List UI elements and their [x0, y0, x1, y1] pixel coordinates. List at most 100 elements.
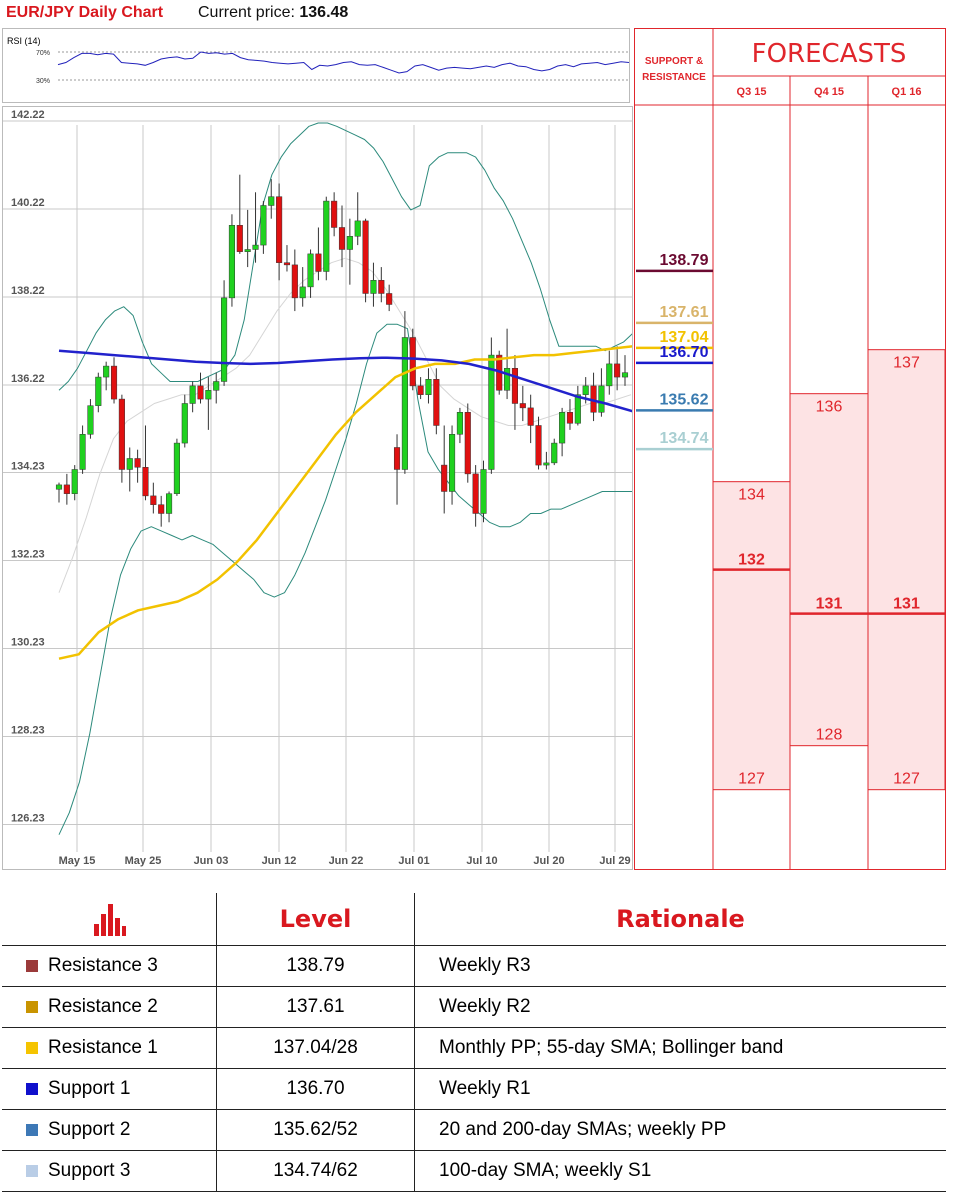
- rationale-cell: Weekly R3: [414, 945, 946, 987]
- candle-body: [527, 407, 534, 426]
- y-tick-label: 140.22: [11, 197, 45, 209]
- candle-body: [197, 385, 204, 400]
- candle-body: [158, 504, 165, 514]
- rationale-cell: 20 and 200-day SMAs; weekly PP: [414, 1109, 946, 1151]
- level-name-cell: Resistance 1: [2, 1027, 217, 1069]
- current-price: Current price: 136.48: [198, 4, 349, 21]
- chart-title: EUR/JPY Daily Chart: [6, 4, 164, 21]
- candle-body: [63, 484, 70, 494]
- candle-body: [354, 220, 361, 237]
- candle-body: [511, 368, 518, 404]
- legend-swatch: [26, 1042, 38, 1054]
- candle-body: [181, 403, 188, 444]
- support-resistance-label: RESISTANCE: [642, 72, 706, 83]
- level-name: Support 1: [48, 1078, 131, 1099]
- level-label: 134.74: [660, 430, 709, 447]
- candle-body: [606, 363, 613, 387]
- candle-body: [409, 337, 416, 387]
- forecast-column-label: Q4 15: [814, 86, 844, 98]
- y-tick-label: 138.22: [11, 285, 45, 297]
- candle-body: [205, 390, 212, 400]
- forecast-range: [867, 349, 946, 791]
- candle-body: [110, 365, 118, 400]
- level-label: 137.04: [660, 329, 709, 346]
- level-label: 136.70: [660, 344, 709, 361]
- legend-swatch: [26, 1165, 38, 1177]
- level-value-cell: 137.04/28: [216, 1027, 415, 1069]
- level-name-cell: Resistance 2: [2, 986, 217, 1028]
- level-name-cell: Support 1: [2, 1068, 217, 1110]
- candle-body: [87, 405, 94, 435]
- forecast-low-label: 127: [738, 771, 765, 788]
- candle-body: [535, 425, 542, 466]
- candle-body: [614, 363, 621, 378]
- legend-swatch: [26, 960, 38, 972]
- candle-body: [260, 205, 267, 246]
- candle-body: [551, 442, 558, 464]
- candle-body: [299, 286, 306, 299]
- level-label: 137.61: [660, 304, 709, 321]
- candle-body: [103, 365, 110, 378]
- candle-body: [543, 462, 550, 466]
- candle-body: [252, 244, 259, 250]
- candle-body: [189, 385, 196, 404]
- candle-body: [566, 412, 574, 424]
- sma55-line: [58, 345, 632, 660]
- candle-body: [291, 264, 298, 299]
- candle-body: [621, 372, 629, 378]
- level-name-cell: Support 3: [2, 1150, 217, 1192]
- rsi-tick-label: 30%: [36, 78, 50, 85]
- x-tick-label: Jun 12: [262, 855, 297, 867]
- candle-body: [598, 385, 605, 413]
- candle-body: [283, 262, 291, 266]
- y-tick-label: 134.23: [11, 461, 45, 473]
- candle-body: [417, 385, 424, 395]
- candle-body: [519, 403, 526, 409]
- level-value-cell: 134.74/62: [216, 1150, 415, 1192]
- level-name-cell: Support 2: [2, 1109, 217, 1151]
- forecast-median-label: 132: [738, 552, 765, 569]
- candle-body: [142, 467, 149, 497]
- table-header-rationale: Rationale: [414, 893, 946, 946]
- candle-body: [386, 293, 393, 305]
- table-row: Resistance 3 138.79 Weekly R3: [2, 945, 946, 987]
- support-resistance-label: SUPPORT &: [645, 56, 703, 67]
- y-tick-label: 132.23: [11, 549, 45, 561]
- candle-body: [71, 469, 78, 494]
- candle-body: [228, 225, 235, 299]
- table-row: Resistance 2 137.61 Weekly R2: [2, 986, 946, 1028]
- x-tick-label: May 15: [59, 855, 96, 867]
- x-tick-label: Jul 01: [398, 855, 429, 867]
- levels-table: Level Rationale Resistance 3 138.79 Weekly…: [2, 893, 946, 1192]
- candle-body: [559, 412, 566, 444]
- level-value-cell: 138.79: [216, 945, 415, 987]
- legend-swatch: [26, 1001, 38, 1013]
- x-tick-label: May 25: [125, 855, 162, 867]
- level-name: Resistance 2: [48, 996, 158, 1017]
- candle-body: [456, 412, 463, 435]
- forecast-range: [789, 393, 869, 747]
- forecast-panel: FORECASTS SUPPORT & RESISTANCE Q3 15 Q4 15 Q1…: [634, 28, 946, 870]
- level-value-cell: 136.70: [216, 1068, 415, 1110]
- candle-body: [449, 434, 456, 492]
- candle-body: [433, 379, 440, 426]
- candle-body: [378, 280, 385, 294]
- candle-body: [346, 236, 353, 250]
- candle-body: [472, 473, 479, 514]
- candle-body: [393, 447, 401, 470]
- candle-body: [464, 412, 471, 475]
- level-name-cell: Resistance 3: [2, 945, 217, 987]
- table-header-level: Level: [216, 893, 415, 946]
- forecast-high-label: 137: [893, 355, 920, 372]
- candle-body: [323, 200, 330, 272]
- sma200-line: [58, 349, 632, 413]
- price-chart: May 15 May 25 Jun 03 Jun 12 Jun 22 Jul 01 Jul …: [2, 106, 633, 870]
- level-name: Support 3: [48, 1160, 131, 1181]
- bollinger-middle-line: [58, 257, 632, 593]
- candle-body: [582, 385, 589, 395]
- forecast-low-label: 128: [816, 727, 843, 744]
- table-row: Support 2 135.62/52 20 and 200-day SMAs; w…: [2, 1109, 946, 1151]
- candle-body: [488, 354, 495, 470]
- legend-swatch: [26, 1083, 38, 1095]
- x-tick-label: Jul 10: [466, 855, 497, 867]
